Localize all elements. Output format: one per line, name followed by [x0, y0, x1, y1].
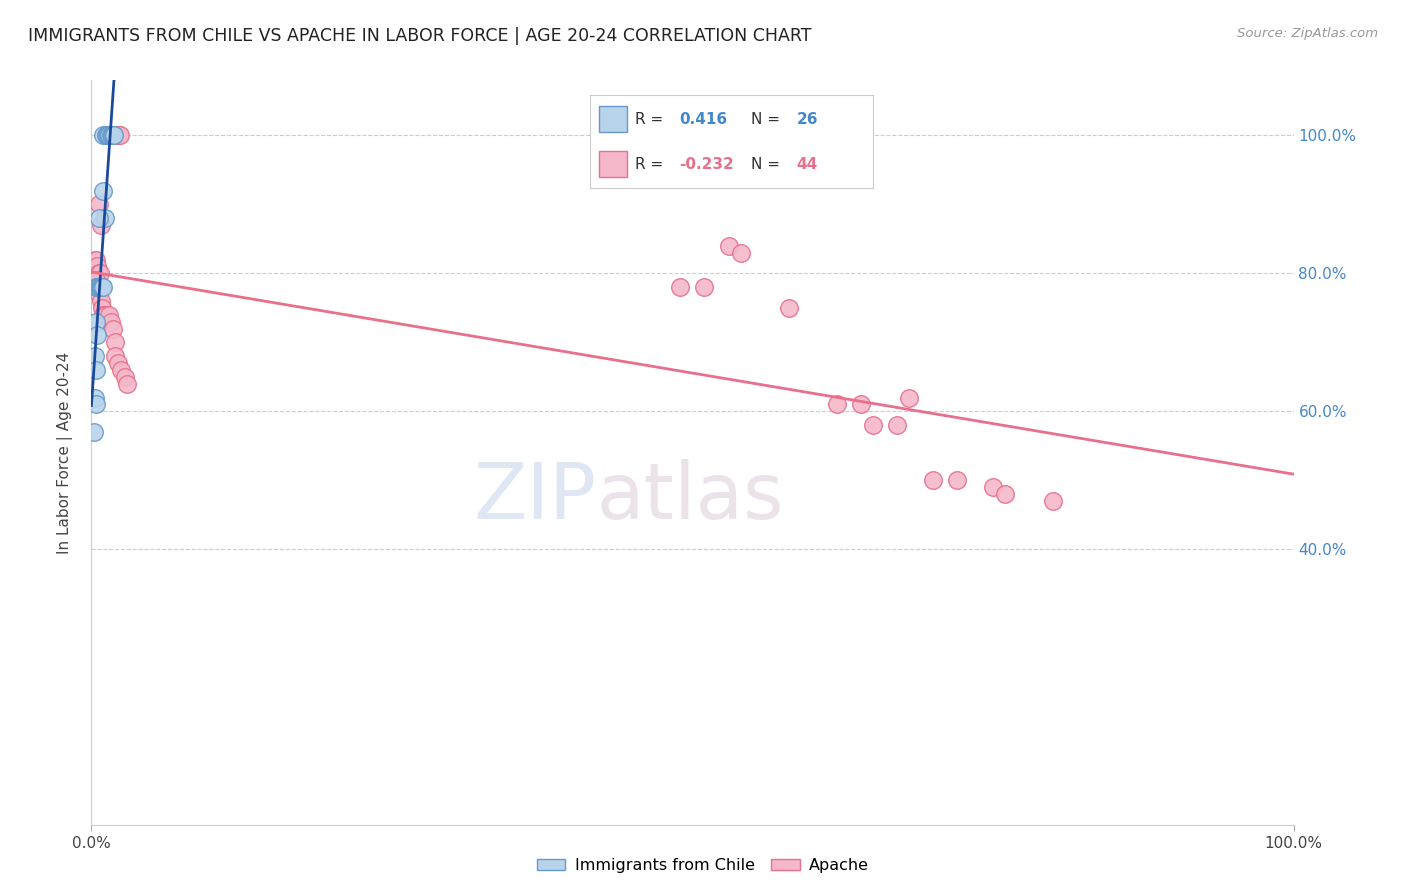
Point — [90, 218, 112, 232]
Point — [84, 280, 107, 294]
Point — [107, 356, 129, 370]
Point — [84, 273, 107, 287]
Point — [96, 128, 118, 143]
Point — [87, 211, 110, 226]
Point — [897, 391, 920, 405]
Point — [110, 128, 132, 143]
Point — [946, 473, 969, 487]
Point — [87, 266, 110, 280]
Point — [84, 397, 107, 411]
Point — [84, 363, 107, 377]
Point — [86, 280, 108, 294]
Point — [93, 128, 115, 143]
Point — [94, 308, 117, 322]
Point — [93, 308, 115, 322]
Point — [87, 197, 110, 211]
Point — [103, 128, 125, 143]
Point — [84, 315, 107, 329]
Point — [101, 128, 124, 143]
Legend: Immigrants from Chile, Apache: Immigrants from Chile, Apache — [530, 852, 876, 880]
Point — [93, 280, 115, 294]
Point — [117, 376, 139, 391]
Point — [104, 349, 127, 363]
Point — [89, 266, 111, 280]
Point — [86, 280, 108, 294]
Point — [84, 252, 107, 267]
Point — [104, 128, 127, 143]
Point — [90, 280, 112, 294]
Point — [693, 280, 716, 294]
Point — [669, 280, 692, 294]
Point — [93, 184, 115, 198]
Point — [97, 128, 120, 143]
Point — [86, 328, 108, 343]
Point — [1042, 494, 1064, 508]
Y-axis label: In Labor Force | Age 20-24: In Labor Force | Age 20-24 — [56, 351, 73, 554]
Point — [84, 273, 107, 287]
Point — [107, 128, 129, 143]
Text: ZIP: ZIP — [474, 459, 596, 535]
Text: IMMIGRANTS FROM CHILE VS APACHE IN LABOR FORCE | AGE 20-24 CORRELATION CHART: IMMIGRANTS FROM CHILE VS APACHE IN LABOR… — [28, 27, 811, 45]
Point — [101, 321, 124, 335]
Point — [110, 363, 132, 377]
Text: Source: ZipAtlas.com: Source: ZipAtlas.com — [1237, 27, 1378, 40]
Point — [98, 128, 121, 143]
Point — [94, 128, 117, 143]
Point — [84, 349, 107, 363]
Point — [862, 418, 884, 433]
Point — [93, 211, 115, 226]
Point — [89, 280, 111, 294]
Point — [981, 480, 1004, 494]
Point — [84, 391, 107, 405]
Point — [849, 397, 872, 411]
Point — [100, 315, 122, 329]
Point — [114, 369, 136, 384]
Point — [994, 487, 1017, 501]
Point — [98, 308, 121, 322]
Point — [886, 418, 908, 433]
Point — [922, 473, 945, 487]
Point — [100, 128, 122, 143]
Point — [86, 260, 108, 274]
Point — [91, 301, 114, 315]
Point — [90, 293, 112, 308]
Point — [91, 280, 114, 294]
Point — [83, 425, 105, 439]
Point — [87, 287, 110, 301]
Point — [84, 252, 107, 267]
Point — [717, 239, 740, 253]
Point — [778, 301, 800, 315]
Point — [87, 280, 110, 294]
Point — [825, 397, 848, 411]
Point — [104, 335, 127, 350]
Point — [108, 128, 131, 143]
Text: atlas: atlas — [596, 459, 783, 535]
Point — [101, 128, 124, 143]
Point — [730, 245, 752, 260]
